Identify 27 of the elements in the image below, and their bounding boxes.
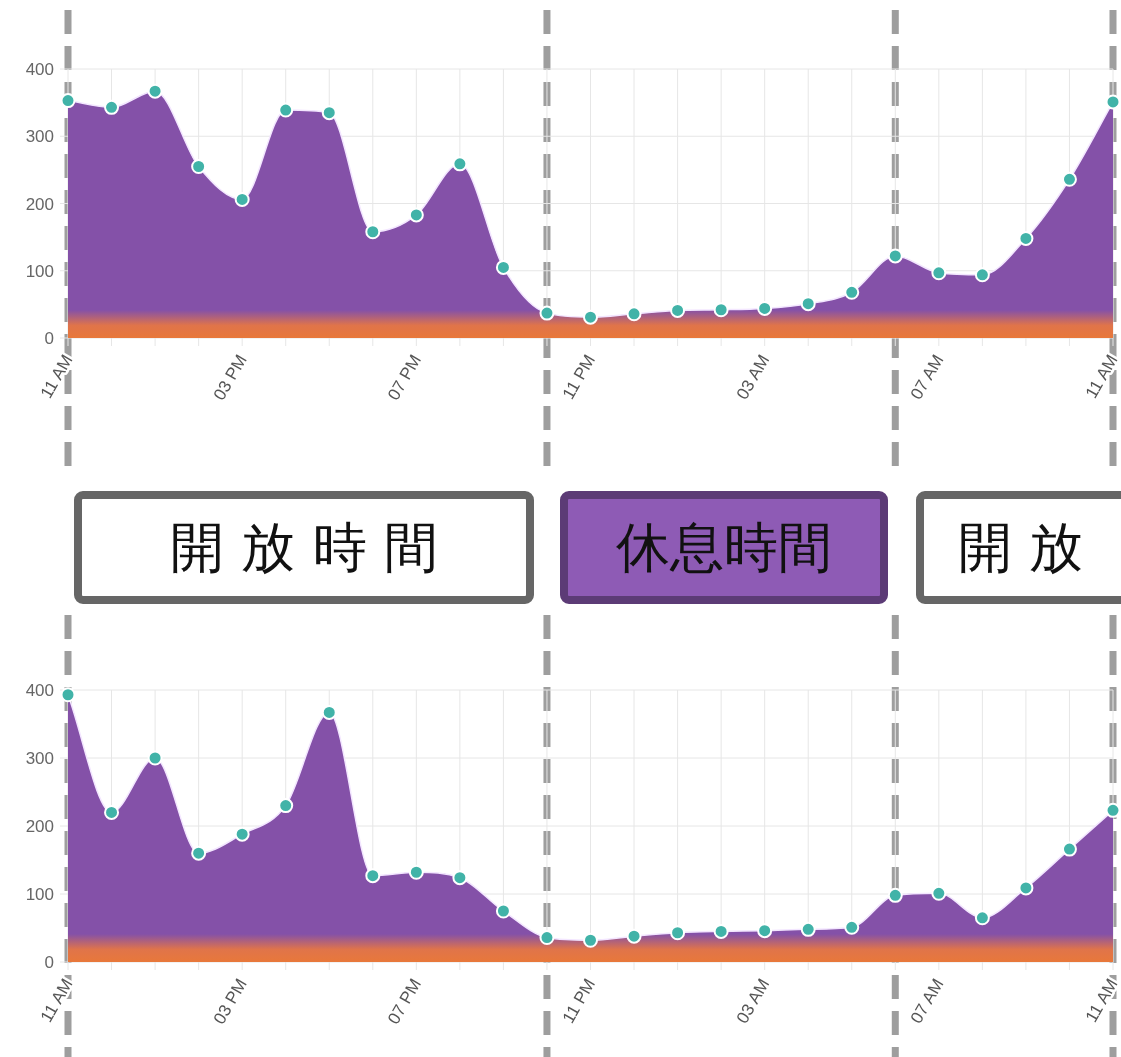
y-tick-label: 200 bbox=[25, 194, 54, 214]
y-tick-label: 0 bbox=[44, 953, 54, 972]
x-tick-label: 07 PM bbox=[383, 975, 425, 1028]
x-tick-label: 03 PM bbox=[209, 975, 251, 1028]
y-tick-label: 100 bbox=[25, 261, 54, 281]
x-tick-label: 07 AM bbox=[906, 351, 948, 403]
x-tick-label: 03 PM bbox=[209, 351, 251, 404]
y-tick-label: 300 bbox=[25, 749, 54, 768]
y-tick-label: 300 bbox=[25, 127, 54, 147]
y-tick-label: 100 bbox=[25, 885, 54, 904]
y-tick-label: 400 bbox=[25, 681, 54, 700]
x-tick-label: 07 PM bbox=[383, 351, 425, 404]
x-tick-label: 07 AM bbox=[906, 975, 948, 1027]
x-tick-label: 11 PM bbox=[558, 975, 600, 1027]
x-tick-label: 03 AM bbox=[732, 351, 774, 403]
x-tick-label: 11 PM bbox=[558, 351, 600, 403]
x-tick-label: 03 AM bbox=[732, 975, 774, 1027]
text: 開 放 bbox=[957, 516, 1084, 579]
x-tick-label: 11 AM bbox=[36, 975, 77, 1026]
text: 休息時間 bbox=[616, 516, 832, 579]
y-tick-label: 400 bbox=[25, 60, 54, 79]
x-tick-label: 11 AM bbox=[1081, 351, 1121, 402]
y-tick-label: 0 bbox=[44, 329, 54, 348]
x-tick-label: 11 AM bbox=[1081, 975, 1121, 1026]
y-tick-label: 200 bbox=[25, 817, 54, 836]
x-tick-label: 11 AM bbox=[36, 351, 77, 402]
text: 開 放 時 間 bbox=[170, 516, 438, 579]
